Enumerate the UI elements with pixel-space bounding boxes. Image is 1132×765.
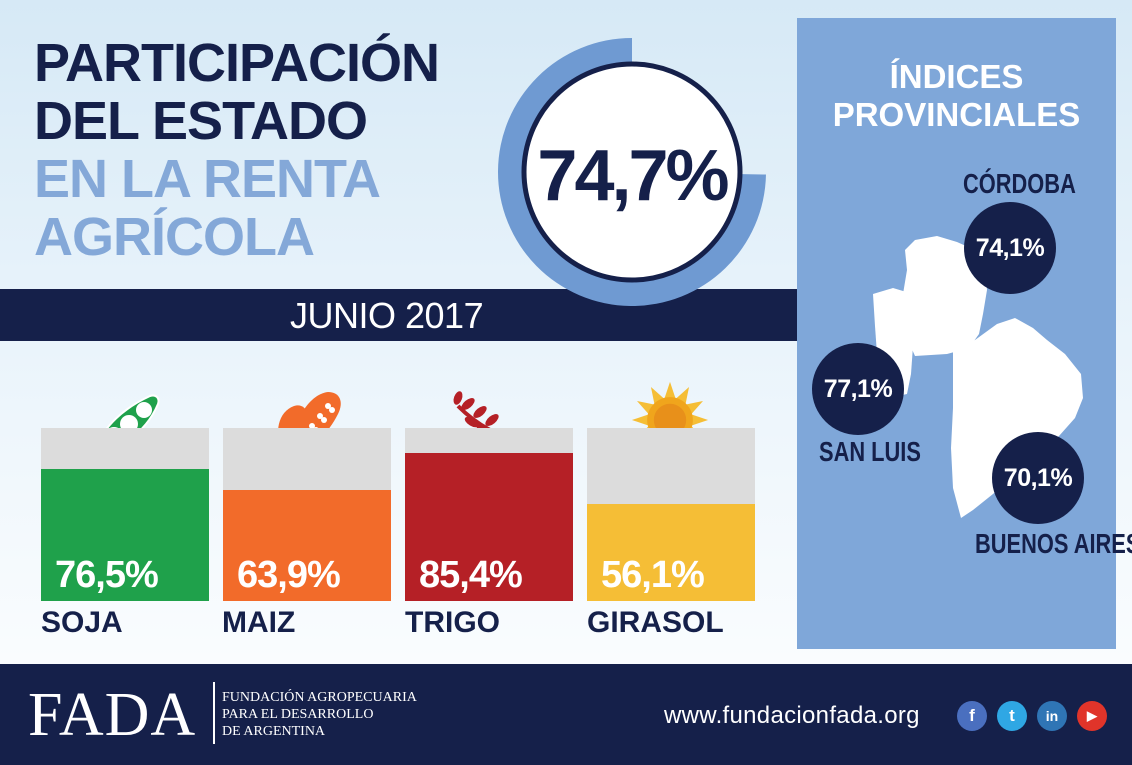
trigo-label: TRIGO xyxy=(405,606,500,639)
girasol-label: GIRASOL xyxy=(587,606,724,639)
logo-divider xyxy=(213,682,215,744)
provincial-title-line-1: ÍNDICES xyxy=(889,58,1024,95)
gauge-ring xyxy=(521,61,743,283)
footer xyxy=(0,664,1132,765)
buenos-aires-badge: 70,1% xyxy=(992,432,1084,524)
headline-value: 74,7% xyxy=(537,136,728,216)
soja-bar-fill xyxy=(41,468,209,601)
headline-gauge: 74,7% xyxy=(497,38,766,306)
cordoba-label: CÓRDOBA xyxy=(963,168,1076,199)
maiz-bar: 63,9% xyxy=(223,428,391,601)
provincial-panel: ÍNDICES PROVINCIALES 74,1% CÓRDOBA 77,1%… xyxy=(797,18,1132,649)
cordoba-shape xyxy=(903,236,987,356)
maiz-bar-fill xyxy=(223,490,391,601)
page-title: PARTICIPACIÓN DEL ESTADO EN LA RENTA AGR… xyxy=(34,33,440,267)
org-name-line-2: PARA EL DESARROLLO xyxy=(222,707,374,722)
soja-value: 76,5% xyxy=(55,554,159,596)
buenos-aires-label: BUENOS AIRES xyxy=(975,528,1132,559)
provincial-title: ÍNDICES PROVINCIALES xyxy=(797,58,1116,134)
girasol-value: 56,1% xyxy=(601,554,705,596)
org-name-line-3: DE ARGENTINA xyxy=(222,724,326,739)
title-line-2: DEL ESTADO xyxy=(34,91,368,151)
facebook-icon[interactable]: f xyxy=(957,701,987,731)
date-label: JUNIO 2017 xyxy=(290,295,484,336)
twitter-icon[interactable]: t xyxy=(997,701,1027,731)
province-map xyxy=(873,236,1083,518)
girasol-bar-fill xyxy=(587,503,755,601)
trigo-bar: 85,4% xyxy=(405,428,573,601)
provincial-title-line-2: PROVINCIALES xyxy=(832,96,1081,133)
san-luis-label: SAN LUIS xyxy=(819,436,921,467)
san-luis-badge: 77,1% xyxy=(812,343,904,435)
linkedin-icon[interactable]: in xyxy=(1037,701,1067,731)
soja-bar: 76,5% xyxy=(41,428,209,601)
org-name-line-1: FUNDACIÓN AGROPECUARIA xyxy=(222,690,417,705)
title-line-4: AGRÍCOLA xyxy=(34,207,315,267)
website-link[interactable]: www.fundacionfada.org xyxy=(664,702,920,729)
trigo-bar-fill xyxy=(405,453,573,601)
soja-label: SOJA xyxy=(41,606,123,639)
fada-logo: FADA xyxy=(28,681,197,749)
buenos-aires-shape xyxy=(951,318,1083,518)
girasol-bar: 56,1% xyxy=(587,428,755,601)
cordoba-badge: 74,1% xyxy=(964,202,1056,294)
youtube-icon[interactable]: ▶ xyxy=(1077,701,1107,731)
maiz-label: MAIZ xyxy=(222,606,296,639)
trigo-value: 85,4% xyxy=(419,554,523,596)
title-line-1: PARTICIPACIÓN xyxy=(34,33,440,93)
org-name: FUNDACIÓN AGROPECUARIA PARA EL DESARROLL… xyxy=(222,689,417,740)
title-line-3: EN LA RENTA xyxy=(34,149,381,209)
maiz-value: 63,9% xyxy=(237,554,341,596)
